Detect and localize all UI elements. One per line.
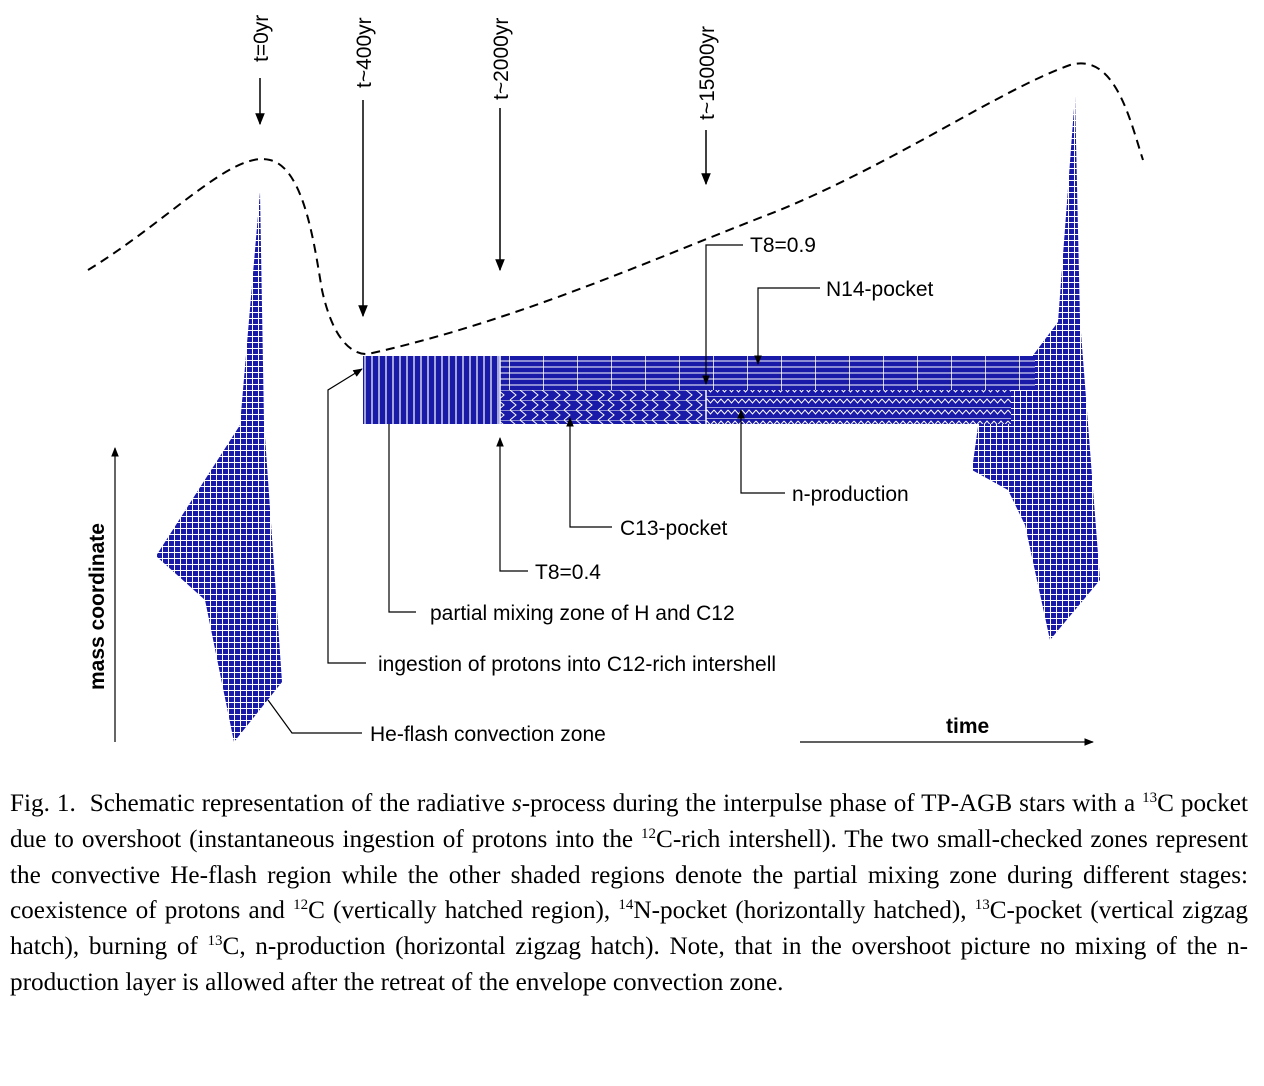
time-marker-2000yr: t~2000yr [490,18,513,100]
schematic-diagram: t=0yr t~400yr t~2000yr t~15000yr T8=0.9 … [0,0,1264,780]
label-n-production: n-production [792,483,909,506]
label-t8-0.4: T8=0.4 [535,561,601,584]
mass-axis-label: mass coordinate [86,523,109,690]
envelope-dashed-curve [88,63,1143,354]
caption-italic: s [512,790,522,817]
time-marker-400yr: t~400yr [353,17,376,88]
caption-superscript: 13 [1142,790,1157,806]
caption-superscript: 12 [293,897,308,913]
time-marker-0yr: t=0yr [250,15,273,62]
time-markers: t=0yr t~400yr t~2000yr t~15000yr [250,15,719,316]
label-he-flash-convection-zone: He-flash convection zone [370,723,606,746]
label-ingestion-of-protons: ingestion of protons into C12-rich inter… [378,653,776,676]
caption-fig-number: Fig. 1. [10,790,76,817]
caption-superscript: 13 [208,933,223,949]
figure-caption: Fig. 1. Schematic representation of the r… [10,786,1248,1001]
n-production-region [706,390,1011,424]
n14-pocket-region [500,356,1035,390]
time-marker-15000yr: t~15000yr [696,26,719,120]
caption-text: -process during the interpulse phase of … [522,790,1142,817]
caption-superscript: 14 [618,897,633,913]
caption-text: Schematic representation of the radiativ… [90,790,512,817]
label-partial-mixing-zone: partial mixing zone of H and C12 [430,602,735,625]
he-flash-zone-left [156,192,282,742]
label-c13-pocket: C13-pocket [620,517,728,540]
label-n14-pocket: N14-pocket [826,278,934,301]
caption-text: N-pocket (horizontally hatched), [633,897,974,924]
caption-text: C (vertically hatched region), [308,897,618,924]
c13-pocket-region [500,390,706,424]
caption-superscript: 12 [641,826,656,842]
vertical-hatch-region [363,356,500,424]
time-axis-label: time [946,715,989,738]
partial-mixing-band [363,356,1035,424]
caption-superscript: 13 [975,897,990,913]
label-t8-0.9: T8=0.9 [750,234,816,257]
